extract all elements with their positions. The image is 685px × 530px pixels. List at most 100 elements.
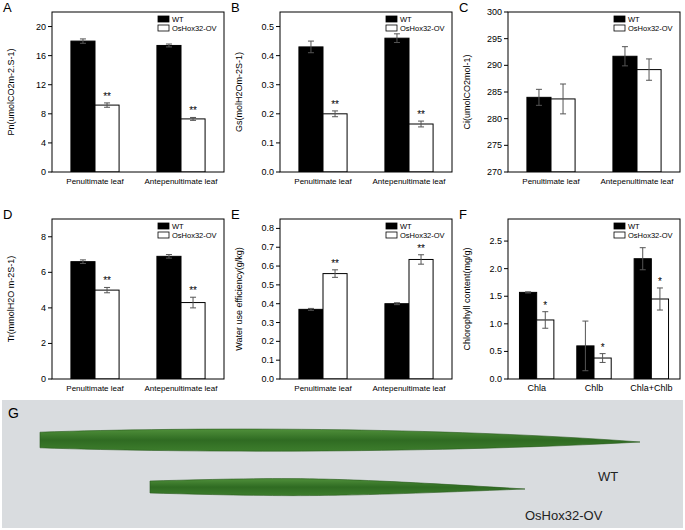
error-cap xyxy=(536,105,542,106)
error-bar xyxy=(394,34,400,43)
error-line xyxy=(642,248,643,270)
annotations: **** xyxy=(103,91,197,117)
bar xyxy=(613,56,637,172)
error-cap xyxy=(542,328,548,329)
error-bar xyxy=(525,292,531,293)
significance: * xyxy=(658,276,662,287)
y-tick xyxy=(48,84,52,85)
error-line xyxy=(396,34,397,43)
error-cap xyxy=(332,110,338,111)
error-bar xyxy=(542,312,548,329)
y-tick xyxy=(504,38,508,39)
error-bar xyxy=(190,297,196,308)
y-tick xyxy=(504,12,508,13)
y-tick xyxy=(504,145,508,146)
y-tick xyxy=(276,322,280,323)
error-bar xyxy=(80,39,86,43)
error-bar xyxy=(657,288,663,310)
y-tick xyxy=(48,272,52,273)
error-line xyxy=(107,287,108,292)
x-tick-label: Penultimate leaf xyxy=(522,177,580,186)
error-cap xyxy=(600,353,606,354)
error-cap xyxy=(104,292,110,293)
error-cap xyxy=(418,126,424,127)
bar xyxy=(299,47,323,172)
y-tick-label: 0 xyxy=(41,167,46,177)
y-tick-label: 0.0 xyxy=(261,374,274,384)
legend-swatch xyxy=(158,232,169,238)
legend-label: WT xyxy=(400,15,412,24)
annotations: **** xyxy=(331,99,425,120)
bar xyxy=(181,119,205,172)
bar xyxy=(385,304,409,379)
error-cap xyxy=(308,308,314,309)
x-tick-label: Antepenultimate leaf xyxy=(373,384,447,393)
y-tick-label: 12 xyxy=(36,80,46,90)
significance: ** xyxy=(103,275,111,286)
error-cap xyxy=(308,310,314,311)
plot-frame xyxy=(280,219,452,379)
x-tick-label: Chla+Chlb xyxy=(630,383,672,393)
bar xyxy=(71,262,95,379)
y-tick-label: 4 xyxy=(41,138,46,148)
y-tick xyxy=(276,228,280,229)
error-bar xyxy=(640,248,646,270)
y-tick-label: 4 xyxy=(41,303,46,313)
significance: ** xyxy=(417,243,425,254)
error-cap xyxy=(418,121,424,122)
legend-label: OsHox32-OV xyxy=(172,24,217,33)
legend-swatch xyxy=(614,16,625,22)
legend-swatch xyxy=(158,25,169,31)
legend-label: OsHox32-OV xyxy=(628,24,673,33)
panel-letter: A xyxy=(3,0,12,15)
y-tick xyxy=(48,307,52,308)
x-tick-label: Antepenultimate leaf xyxy=(145,177,219,186)
panel-letter: D xyxy=(3,207,12,222)
significance: ** xyxy=(103,91,111,102)
y-tick xyxy=(48,142,52,143)
y-tick xyxy=(276,266,280,267)
photo-background xyxy=(2,400,683,528)
legend-label: WT xyxy=(172,15,184,24)
y-tick xyxy=(276,341,280,342)
bar xyxy=(95,105,119,172)
leaf xyxy=(40,429,640,451)
legend-label: OsHox32-OV xyxy=(628,231,673,240)
panel-letter: B xyxy=(231,0,240,15)
bar xyxy=(323,114,347,172)
x-tick-label: Antepenultimate leaf xyxy=(145,384,219,393)
y-tick-label: 2 xyxy=(41,338,46,348)
annotations: *** xyxy=(543,276,662,353)
y-tick-label: 0.7 xyxy=(261,242,274,252)
y-tick xyxy=(276,26,280,27)
y-tick xyxy=(48,379,52,380)
significance: ** xyxy=(189,285,197,296)
annotations: ** ** xyxy=(103,275,197,296)
error-bar xyxy=(190,117,196,120)
error-cap xyxy=(600,362,606,363)
error-bar xyxy=(166,255,172,259)
y-tick xyxy=(48,236,52,237)
error-bar xyxy=(332,111,338,117)
error-line xyxy=(335,270,336,278)
y-tick-label: 285 xyxy=(487,87,502,97)
y-tick-label: 1.5 xyxy=(489,291,502,301)
legend-label: OsHox32-OV xyxy=(172,231,217,240)
bars xyxy=(519,248,668,379)
y-tick xyxy=(48,113,52,114)
y-tick xyxy=(504,323,508,324)
error-cap xyxy=(166,258,172,259)
error-line xyxy=(563,84,564,114)
bars xyxy=(71,39,205,172)
error-cap xyxy=(394,42,400,43)
y-tick-label: 0.3 xyxy=(261,80,274,90)
error-bar xyxy=(80,260,86,264)
error-cap xyxy=(80,259,86,260)
legend-swatch xyxy=(386,232,397,238)
y-tick xyxy=(48,26,52,27)
y-tick-label: 0.2 xyxy=(261,336,274,346)
y-tick-label: 290 xyxy=(487,60,502,70)
legend-swatch xyxy=(386,25,397,31)
y-tick-label: 300 xyxy=(487,7,502,17)
bar xyxy=(71,41,95,172)
